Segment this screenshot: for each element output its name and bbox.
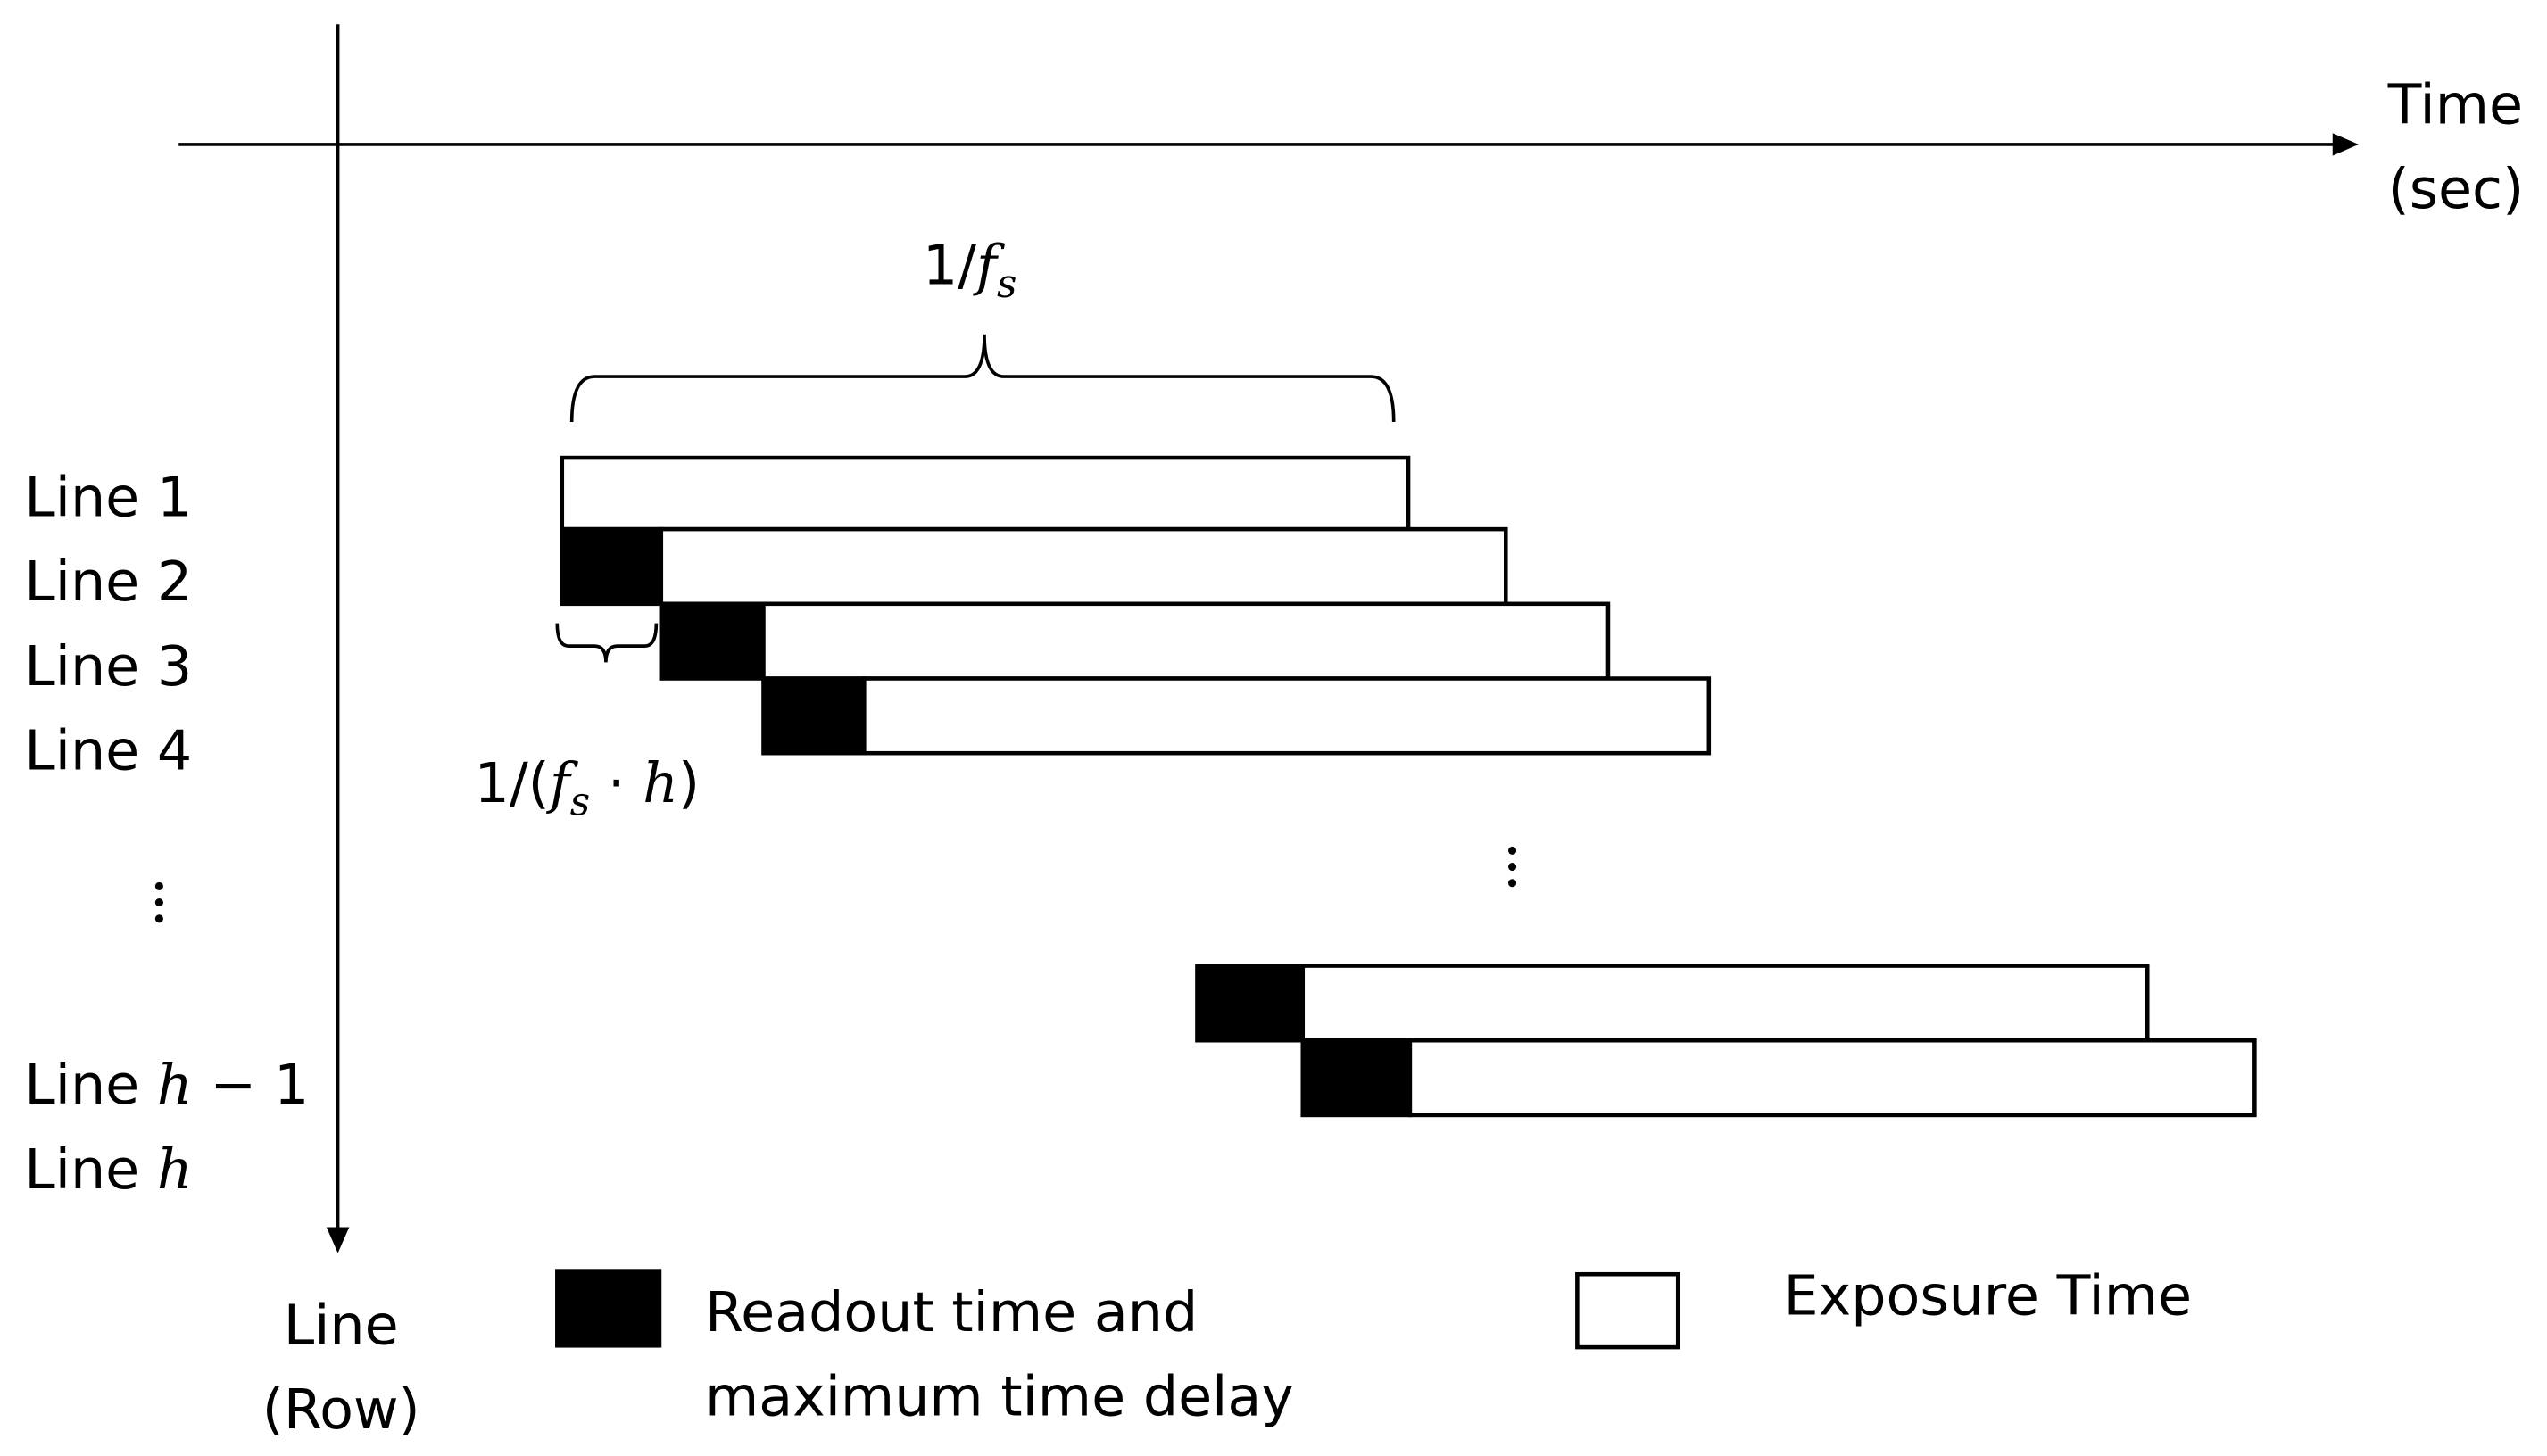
legend-label: Exposure Time — [1784, 1264, 2193, 1328]
axis-label: (Row) — [262, 1377, 420, 1442]
row-label: Line h — [24, 1138, 192, 1202]
ellipsis — [1508, 846, 1517, 888]
row-label: Line 4 — [24, 718, 192, 782]
text-part: − 1 — [193, 1053, 310, 1117]
ellipsis — [154, 881, 163, 923]
text-part: Line — [24, 634, 139, 699]
arrow — [2332, 133, 2359, 156]
text-part: h — [157, 1053, 193, 1117]
annotation: 1/fs — [923, 233, 1017, 307]
brace — [569, 334, 1396, 423]
text-part: 1/ — [923, 233, 976, 297]
brace — [555, 623, 659, 663]
row-label: Line 1 — [24, 466, 192, 530]
annotation: 1/(fs · h) — [474, 751, 700, 825]
text-part: s — [997, 261, 1016, 307]
arrow — [326, 1227, 350, 1253]
text-part: h — [643, 751, 678, 815]
text-part: 1 — [157, 466, 192, 530]
legend-label: Readout time and — [705, 1280, 1198, 1344]
text-part: ) — [678, 751, 700, 815]
legend-swatch — [555, 1269, 662, 1348]
text-part: 2 — [157, 550, 192, 614]
legend-swatch — [1575, 1271, 1680, 1350]
text-part: 3 — [157, 634, 192, 699]
text-part: Line — [24, 550, 139, 614]
text-part: Line — [24, 718, 139, 782]
text-part: · — [590, 751, 643, 815]
text-part: s — [570, 779, 590, 824]
row-label: Line 2 — [24, 550, 192, 614]
text-part: 4 — [157, 718, 192, 782]
text-part: 1/( — [474, 751, 549, 815]
text-part: Line — [24, 1138, 139, 1202]
axis-label: (sec) — [2388, 157, 2525, 221]
timing-bars — [560, 455, 2257, 1118]
row-label: Line 3 — [24, 634, 192, 699]
legend-label: maximum time delay — [705, 1365, 1294, 1429]
axis-label: Time — [2387, 72, 2523, 136]
row-label: Line h − 1 — [24, 1053, 309, 1117]
text-part: h — [157, 1138, 193, 1202]
text-part: Line — [24, 1053, 139, 1117]
axis-label: Line — [284, 1293, 399, 1357]
text-part: Line — [24, 466, 139, 530]
